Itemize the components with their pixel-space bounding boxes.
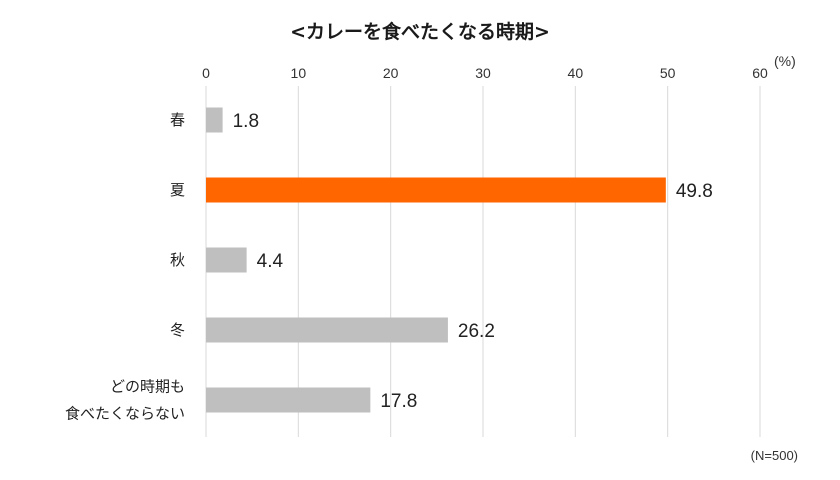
x-tick-label: 40: [568, 65, 584, 81]
data-label: 1.8: [233, 111, 259, 132]
data-label: 4.4: [257, 251, 284, 272]
bar: [206, 387, 371, 413]
x-axis-unit: (%): [774, 53, 796, 69]
bar: [206, 247, 247, 273]
bars: [206, 107, 666, 413]
bar: [206, 317, 448, 343]
x-tick-label: 30: [475, 65, 491, 81]
bar: [206, 177, 666, 203]
category-label: 秋: [170, 251, 185, 269]
chart-title: <カレーを食べたくなる時期>: [290, 20, 550, 43]
category-label: 春: [170, 111, 185, 129]
sample-size-note: (N=500): [751, 448, 798, 463]
x-tick-label: 20: [383, 65, 399, 81]
grid-lines: [205, 86, 761, 437]
bar: [206, 107, 223, 133]
x-tick-label: 10: [291, 65, 307, 81]
data-label: 17.8: [380, 391, 417, 412]
data-labels: 1.8 49.8 4.4 26.2 17.8: [233, 111, 713, 412]
data-label: 49.8: [676, 181, 713, 202]
category-label: 冬: [170, 321, 185, 339]
x-tick-label: 0: [202, 65, 210, 81]
x-axis-ticks: 0 10 20 30 40 50 60: [202, 65, 768, 81]
x-tick-label: 50: [660, 65, 676, 81]
category-label: 夏: [170, 181, 185, 199]
category-label: どの時期も: [110, 378, 185, 396]
data-label: 26.2: [458, 321, 495, 342]
category-label: 食べたくならない: [65, 405, 185, 423]
x-tick-label: 60: [752, 65, 768, 81]
